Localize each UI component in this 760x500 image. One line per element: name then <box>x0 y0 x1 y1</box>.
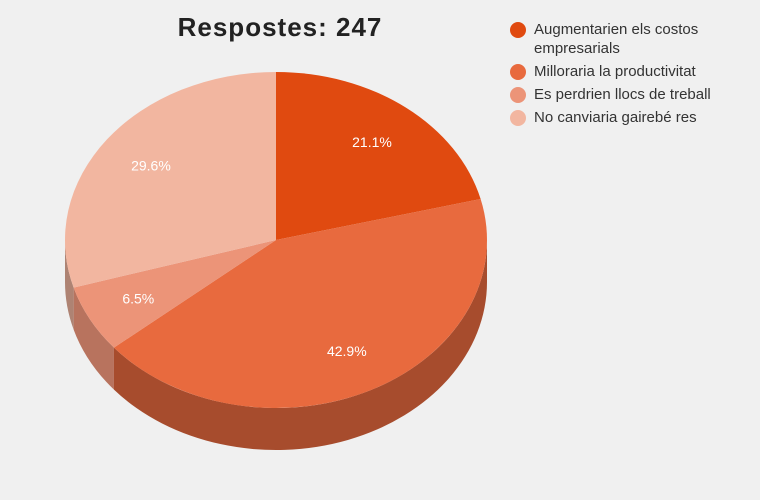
pie-side-walls <box>65 240 487 450</box>
pie-slices <box>65 72 487 408</box>
pie-value-label-3: 29.6% <box>131 158 171 174</box>
chart-title: Respostes: 247 <box>177 12 383 42</box>
pie-value-label-1: 42.9% <box>327 343 367 359</box>
legend-item[interactable]: Augmentarien els costos empresarials <box>510 20 750 58</box>
pie-slice-3[interactable] <box>65 72 276 288</box>
legend-swatch <box>510 64 526 80</box>
pie-side-3 <box>65 240 74 330</box>
pie-slice-2[interactable] <box>73 240 276 348</box>
pie-value-label-0: 21.1% <box>352 134 392 150</box>
pie-value-label-2: 6.5% <box>122 291 154 307</box>
pie-side-1 <box>113 240 487 450</box>
legend-item[interactable]: Milloraria la productivitat <box>510 62 750 81</box>
legend-label: Es perdrien llocs de treball <box>534 86 711 103</box>
legend-label: No canviaria gairebé res <box>534 109 697 126</box>
legend-item[interactable]: Es perdrien llocs de treball <box>510 85 750 104</box>
legend-label: Augmentarien els costos empresarials <box>534 21 699 57</box>
pie-side-2 <box>73 287 114 390</box>
pie-slice-0[interactable] <box>276 72 481 240</box>
legend-swatch <box>510 22 526 38</box>
legend-swatch <box>510 110 526 126</box>
legend-item[interactable]: No canviaria gairebé res <box>510 108 750 127</box>
legend-swatch <box>510 87 526 103</box>
pie-value-labels: 21.1% 42.9% 6.5% 29.6% <box>122 134 391 359</box>
pie-slice-1[interactable] <box>113 199 487 408</box>
legend-label: Milloraria la productivitat <box>534 63 696 80</box>
chart-legend: Augmentarien els costos empresarials Mill… <box>510 20 750 131</box>
